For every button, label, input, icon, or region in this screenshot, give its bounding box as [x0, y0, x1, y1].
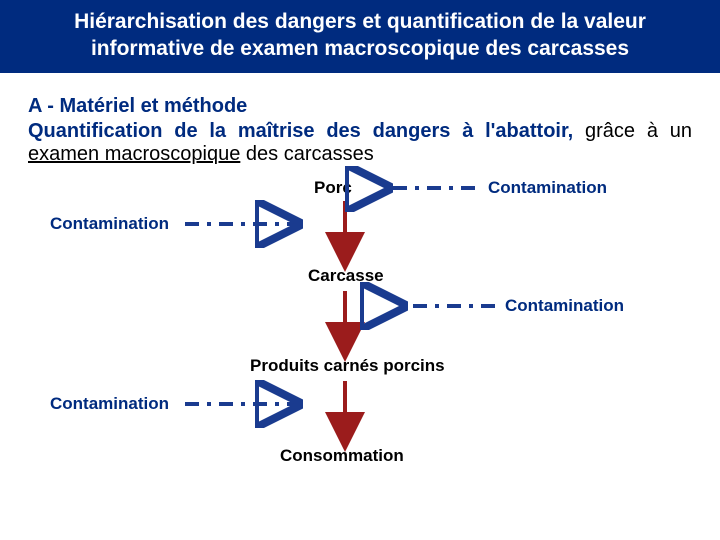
title-header: Hiérarchisation des dangers et quantific… — [0, 0, 720, 73]
section-title: A - Matériel et méthode — [28, 93, 692, 120]
contamination-top-right: Contamination — [488, 178, 607, 198]
sub-plain-2: des carcasses — [240, 143, 373, 165]
node-carcasse: Carcasse — [308, 266, 384, 286]
node-produits: Produits carnés porcins — [250, 356, 445, 376]
sub-plain-1: grâce à un — [585, 120, 692, 142]
section-subtitle: Quantification de la maîtrise des danger… — [28, 120, 692, 166]
contamination-left-1: Contamination — [50, 214, 169, 234]
node-porc: Porc — [314, 178, 352, 198]
title-line-1: Hiérarchisation des dangers et quantific… — [30, 8, 690, 35]
node-consommation: Consommation — [280, 446, 404, 466]
contamination-left-2: Contamination — [50, 394, 169, 414]
body-text: A - Matériel et méthode Quantification d… — [0, 73, 720, 166]
flow-diagram: Porc Carcasse Produits carnés porcins Co… — [0, 166, 720, 516]
sub-lead: Quantification de la maîtrise des danger… — [28, 120, 573, 142]
sub-underline: examen macroscopique — [28, 143, 240, 165]
title-line-2: informative de examen macroscopique des … — [30, 35, 690, 62]
contamination-right-2: Contamination — [505, 296, 624, 316]
